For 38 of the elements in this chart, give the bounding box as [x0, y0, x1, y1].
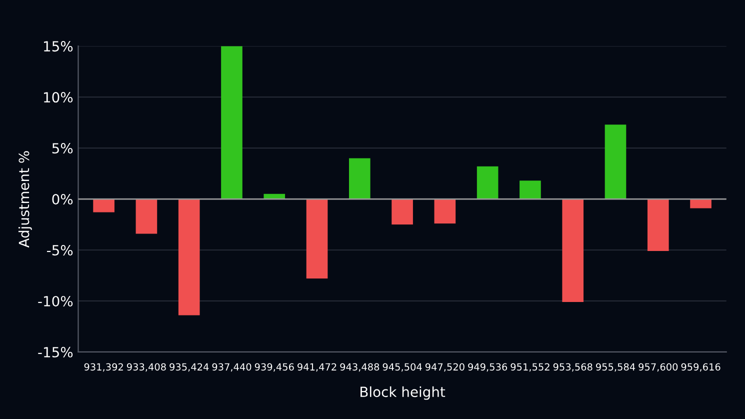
y-tick-label: 15%	[44, 41, 73, 52]
bar	[604, 124, 626, 200]
bar	[434, 199, 456, 224]
bar	[520, 180, 541, 200]
bar	[221, 46, 242, 200]
y-tick-label: -5%	[47, 244, 73, 256]
bar	[349, 158, 370, 200]
x-tick-label: 937,440	[212, 363, 252, 372]
x-tick-label: 935,424	[170, 363, 209, 372]
bar	[306, 199, 328, 279]
x-tick-label: 953,568	[553, 363, 592, 372]
x-tick-label: 947,520	[425, 363, 464, 372]
x-tick-label: 945,504	[382, 363, 422, 372]
x-tick-label: 951,552	[510, 363, 550, 372]
bar	[476, 166, 498, 200]
bar	[690, 199, 712, 208]
bar	[136, 199, 158, 234]
x-tick-label: 957,600	[638, 363, 678, 372]
x-tick-label: 943,488	[340, 363, 380, 372]
y-tick-label: 5%	[52, 143, 73, 154]
y-tick-label: 0%	[52, 194, 73, 204]
x-tick-label: 933,408	[126, 363, 166, 372]
x-tick-label: 941,472	[298, 363, 336, 372]
y-tick-label: 10%	[44, 92, 73, 103]
x-axis-title: Block height	[360, 386, 446, 400]
y-tick-label: -10%	[38, 296, 73, 306]
x-tick-label: 959,616	[681, 363, 720, 372]
bar	[178, 199, 200, 316]
y-tick-label: -15%	[38, 346, 73, 358]
bar	[647, 199, 669, 252]
x-tick-label: 931,392	[84, 363, 123, 372]
bar	[93, 199, 114, 212]
x-tick-label: 949,536	[468, 363, 508, 372]
bar	[392, 199, 413, 225]
y-axis-title: Adjustment %	[18, 151, 32, 248]
x-tick-label: 955,584	[596, 363, 636, 372]
bar	[562, 199, 584, 302]
x-tick-label: 939,456	[254, 363, 294, 372]
